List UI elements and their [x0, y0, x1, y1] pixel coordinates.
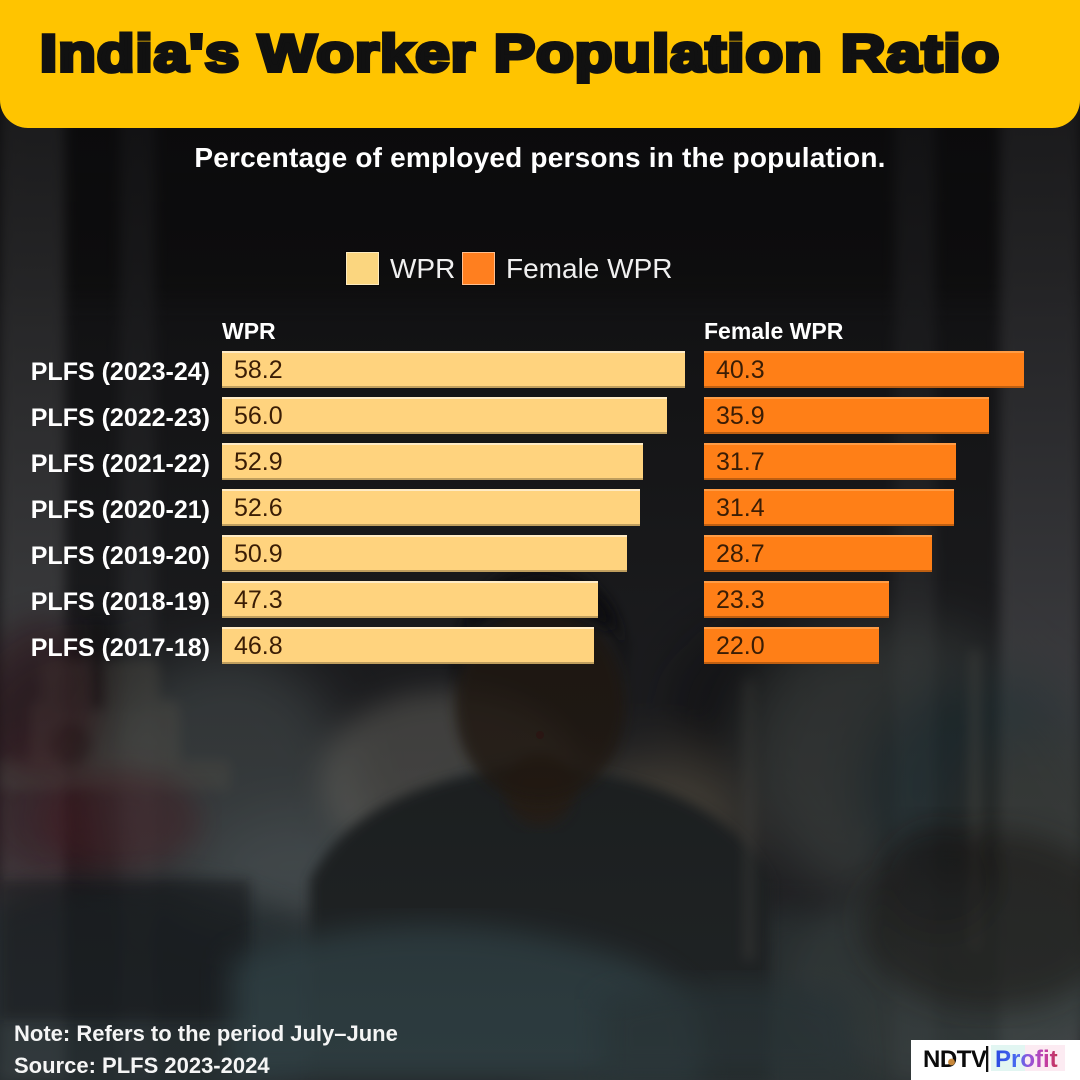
svg-text:Profit: Profit — [995, 1046, 1058, 1073]
svg-text:NDTV: NDTV — [923, 1046, 987, 1073]
